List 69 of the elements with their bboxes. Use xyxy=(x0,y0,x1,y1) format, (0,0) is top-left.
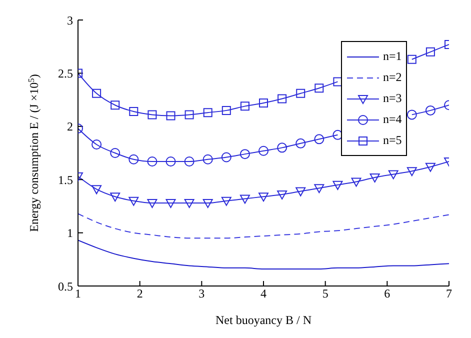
point xyxy=(314,134,324,144)
y-tick-label: 2.5 xyxy=(58,66,73,80)
point xyxy=(388,170,398,180)
x-tick-label: 6 xyxy=(384,286,390,301)
point xyxy=(184,110,194,120)
point xyxy=(128,196,139,206)
point xyxy=(184,156,194,167)
point xyxy=(314,84,324,93)
point xyxy=(221,152,232,162)
y-tick-label: 0.5 xyxy=(58,279,73,294)
line-series xyxy=(78,240,449,270)
point xyxy=(259,98,268,108)
point xyxy=(147,199,158,208)
legend-label: n=4 xyxy=(383,112,402,128)
legend-label: n=5 xyxy=(383,133,402,148)
point xyxy=(110,192,120,202)
x-axis-title: Net buoyancy B / N xyxy=(216,313,312,327)
point xyxy=(406,110,417,120)
point xyxy=(296,138,306,148)
point xyxy=(240,194,250,204)
point xyxy=(278,94,287,104)
point xyxy=(425,105,436,116)
x-tick-label: 2 xyxy=(136,286,143,301)
point xyxy=(166,199,176,208)
x-tick-label: 7 xyxy=(446,286,452,301)
point xyxy=(407,54,416,64)
point xyxy=(202,199,213,208)
y-tick-label: 1 xyxy=(67,226,73,240)
point xyxy=(425,162,436,172)
point xyxy=(92,185,102,194)
point xyxy=(110,148,120,158)
point xyxy=(184,199,194,208)
point xyxy=(406,167,417,176)
point xyxy=(128,154,139,164)
point xyxy=(166,156,176,167)
point xyxy=(147,156,158,167)
point xyxy=(314,184,324,194)
point xyxy=(296,187,306,196)
x-tick-label: 3 xyxy=(198,286,205,301)
line-series xyxy=(78,213,449,239)
point xyxy=(221,196,232,206)
point xyxy=(222,106,231,115)
point xyxy=(203,108,212,118)
point xyxy=(166,111,176,120)
point xyxy=(296,88,306,98)
point xyxy=(351,178,362,187)
point xyxy=(202,154,213,164)
y-tick-label: 2 xyxy=(67,120,73,134)
point xyxy=(148,110,157,120)
point xyxy=(129,107,138,116)
point xyxy=(277,142,288,153)
point xyxy=(92,139,102,150)
y-tick-label: 3 xyxy=(67,13,73,28)
point xyxy=(240,102,250,111)
legend-label: n=2 xyxy=(383,70,402,86)
point xyxy=(426,47,435,56)
legend-label: n=1 xyxy=(383,49,402,64)
legend-label: n=3 xyxy=(383,91,402,106)
x-tick-label: 4 xyxy=(260,286,266,301)
point xyxy=(240,149,250,160)
point xyxy=(92,88,102,98)
point xyxy=(277,190,288,200)
x-tick-label: 5 xyxy=(322,286,328,301)
point xyxy=(110,100,120,110)
point xyxy=(258,146,268,156)
point xyxy=(370,173,380,182)
y-tick-label: 1.5 xyxy=(58,172,73,187)
point xyxy=(258,192,268,202)
point xyxy=(332,180,343,190)
